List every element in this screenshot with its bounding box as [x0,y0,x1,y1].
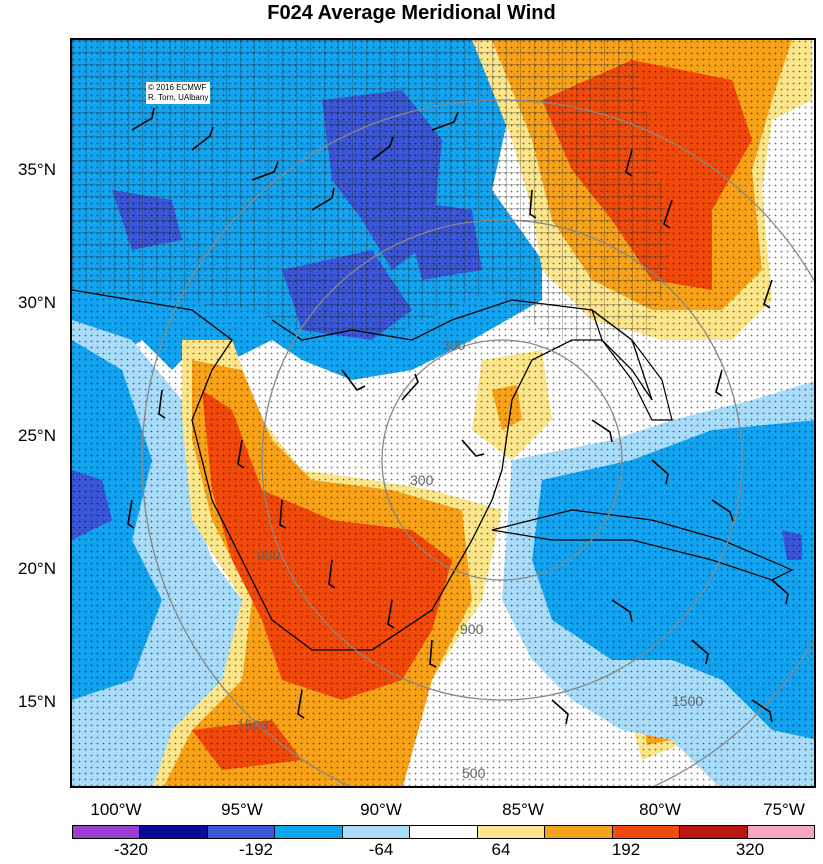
lat-label-25: 25°N [18,426,56,445]
credit-line-author: R. Torn, UAlbany [148,93,209,102]
contour-label-300-a: 300 [442,337,466,353]
contour-label-900: 900 [460,621,484,637]
lon-label-100w: 100°W [90,800,142,819]
lat-label-30: 30°N [18,293,56,312]
lon-label-75w: 75°W [763,800,805,819]
lon-label-90w: 90°W [360,800,402,819]
colorbar-segment [274,825,343,839]
lat-label-15: 15°N [18,692,56,711]
colorbar-segment [72,825,141,839]
credit-box: © 2016 ECMWF R. Torn, UAlbany [146,82,211,104]
us-counties [72,40,672,340]
colorbar-segment [341,825,411,839]
colorbar-segment [409,825,478,839]
range-circles [141,99,814,786]
colorbar-segment [611,825,681,839]
colorbar-segment [746,825,815,839]
map-title: F024 Average Meridional Wind [267,2,556,24]
colorbar-segment [476,825,546,839]
contour-label-900-b: 900 [257,547,281,563]
colorbar-segment [679,825,748,839]
lon-label-85w: 85°W [502,800,544,819]
contour-label-300-b: 300 [410,472,434,488]
wind-barbs [127,107,789,725]
credit-line-copyright: © 2016 ECMWF [148,83,207,92]
colorbar-label-64: 64 [491,840,511,859]
gulf-coastline [72,289,653,651]
contour-label-500: 500 [462,765,486,781]
lon-label-80w: 80°W [639,800,681,819]
colorbar-label-neg192: -192 [238,840,274,859]
lon-label-95w: 95°W [221,800,263,819]
meridional-wind-field: 300 300 900 1500 1500 500 900 [72,40,814,786]
contour-label-1500-b: 1500 [237,717,268,733]
colorbar [72,825,815,839]
colorbar-label-192: 192 [611,840,641,859]
colorbar-label-320: 320 [735,840,765,859]
colorbar-segment [544,825,613,839]
contour-label-1500-a: 1500 [672,693,703,709]
colorbar-segment [139,825,208,839]
lat-label-20: 20°N [18,559,56,578]
lat-label-35: 35°N [18,160,56,179]
colorbar-segment [206,825,276,839]
colorbar-label-neg320: -320 [113,840,149,859]
colorbar-label-neg64: -64 [368,840,394,859]
florida-coastline [590,308,673,421]
map-panel: 300 300 900 1500 1500 500 900 © 2016 ECM… [70,38,816,788]
